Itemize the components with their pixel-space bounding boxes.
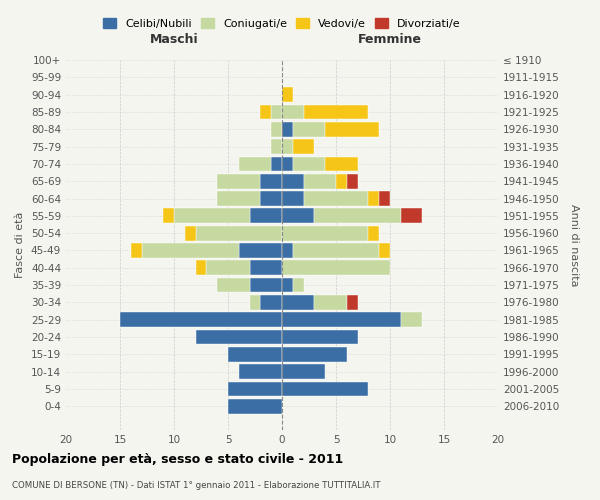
Bar <box>282 104 304 120</box>
Bar <box>206 260 250 275</box>
Bar <box>142 243 239 258</box>
Bar <box>347 174 358 188</box>
Bar <box>250 295 260 310</box>
Bar <box>401 312 422 327</box>
Bar <box>131 243 142 258</box>
Bar <box>196 260 206 275</box>
Bar <box>228 347 282 362</box>
Bar <box>314 208 401 223</box>
Bar <box>293 278 304 292</box>
Bar <box>282 226 368 240</box>
Legend: Celibi/Nubili, Coniugati/e, Vedovi/e, Divorziati/e: Celibi/Nubili, Coniugati/e, Vedovi/e, Di… <box>99 14 465 34</box>
Bar <box>120 312 282 327</box>
Bar <box>282 312 401 327</box>
Bar <box>282 260 390 275</box>
Bar <box>401 208 422 223</box>
Bar <box>282 122 293 136</box>
Bar <box>282 88 293 102</box>
Bar <box>293 122 325 136</box>
Bar <box>260 174 282 188</box>
Bar <box>174 208 250 223</box>
Text: Popolazione per età, sesso e stato civile - 2011: Popolazione per età, sesso e stato civil… <box>12 452 343 466</box>
Bar <box>260 295 282 310</box>
Bar <box>260 191 282 206</box>
Bar <box>239 156 271 172</box>
Text: Maschi: Maschi <box>149 33 199 46</box>
Bar <box>250 278 282 292</box>
Bar <box>250 208 282 223</box>
Bar <box>217 174 260 188</box>
Bar <box>325 156 358 172</box>
Bar <box>163 208 174 223</box>
Bar <box>282 174 304 188</box>
Bar <box>217 278 250 292</box>
Bar <box>282 295 314 310</box>
Bar <box>368 226 379 240</box>
Bar <box>347 295 358 310</box>
Bar <box>250 260 282 275</box>
Bar <box>282 139 293 154</box>
Bar <box>260 104 271 120</box>
Bar <box>239 243 282 258</box>
Bar <box>304 191 368 206</box>
Bar <box>325 122 379 136</box>
Bar <box>228 399 282 413</box>
Bar <box>239 364 282 379</box>
Bar <box>282 156 293 172</box>
Y-axis label: Fasce di età: Fasce di età <box>16 212 25 278</box>
Bar <box>185 226 196 240</box>
Bar <box>196 226 282 240</box>
Bar <box>293 243 379 258</box>
Bar <box>304 104 368 120</box>
Bar <box>293 139 314 154</box>
Text: Femmine: Femmine <box>358 33 422 46</box>
Bar <box>304 174 336 188</box>
Bar <box>293 156 325 172</box>
Bar <box>282 278 293 292</box>
Bar <box>217 191 260 206</box>
Bar <box>271 139 282 154</box>
Bar <box>282 330 358 344</box>
Text: COMUNE DI BERSONE (TN) - Dati ISTAT 1° gennaio 2011 - Elaborazione TUTTITALIA.IT: COMUNE DI BERSONE (TN) - Dati ISTAT 1° g… <box>12 481 380 490</box>
Bar <box>282 191 304 206</box>
Bar <box>368 191 379 206</box>
Bar <box>196 330 282 344</box>
Bar <box>228 382 282 396</box>
Bar <box>379 243 390 258</box>
Bar <box>271 104 282 120</box>
Bar <box>314 295 347 310</box>
Bar <box>282 382 368 396</box>
Bar <box>336 174 347 188</box>
Bar <box>379 191 390 206</box>
Bar <box>282 243 293 258</box>
Bar <box>282 364 325 379</box>
Bar <box>271 122 282 136</box>
Y-axis label: Anni di nascita: Anni di nascita <box>569 204 579 286</box>
Bar <box>271 156 282 172</box>
Bar <box>282 347 347 362</box>
Bar <box>282 208 314 223</box>
